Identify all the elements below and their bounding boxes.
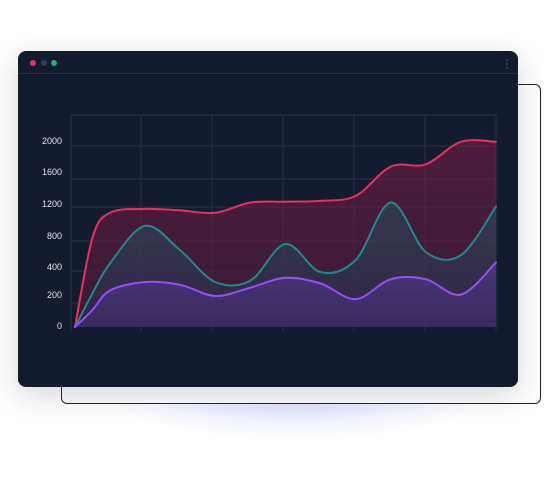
maximize-dot-icon[interactable] xyxy=(51,60,57,66)
y-tick-label: 400 xyxy=(47,262,62,272)
kebab-menu-icon[interactable] xyxy=(506,59,508,69)
series-line-purple xyxy=(74,261,497,328)
chart-areas xyxy=(75,140,496,327)
y-tick-label: 800 xyxy=(47,231,62,241)
close-dot-icon[interactable] xyxy=(30,60,36,66)
area-chart: 0 200 400 800 1200 1600 2000 xyxy=(42,114,497,331)
series-line-red xyxy=(74,139,497,328)
y-tick-label: 200 xyxy=(47,290,62,300)
series-line-teal xyxy=(74,201,497,328)
chart-window: 0 200 400 800 1200 1600 2000 xyxy=(18,51,518,387)
chart-lines xyxy=(74,139,497,328)
y-tick-label: 0 xyxy=(57,321,62,331)
series-area-purple xyxy=(75,262,496,327)
title-bar xyxy=(18,51,518,74)
y-tick-label: 1600 xyxy=(42,167,62,177)
minimize-dot-icon[interactable] xyxy=(41,60,47,66)
y-tick-label: 1200 xyxy=(42,199,62,209)
y-axis-ticks: 0 200 400 800 1200 1600 2000 xyxy=(42,136,62,331)
y-tick-label: 2000 xyxy=(42,136,62,146)
